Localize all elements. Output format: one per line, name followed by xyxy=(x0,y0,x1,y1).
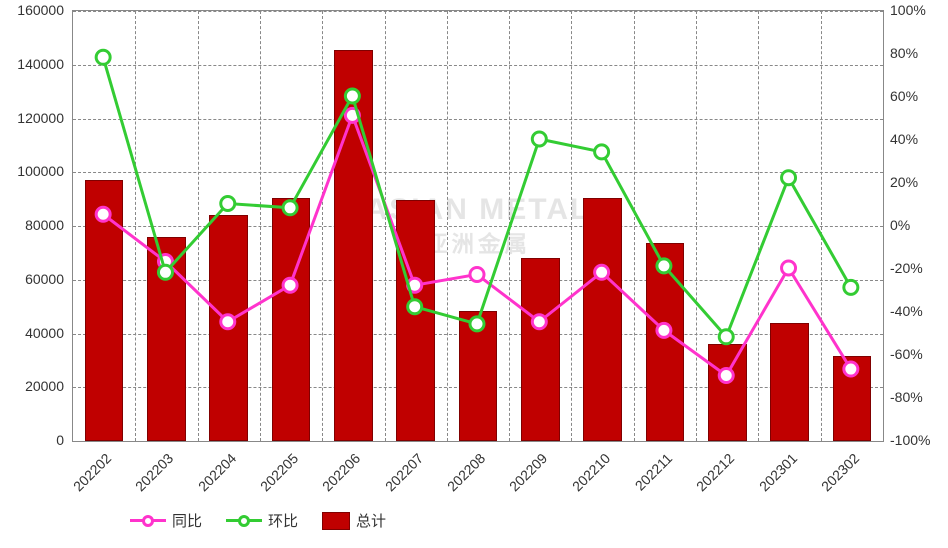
y-right-tick-label: -40% xyxy=(890,303,923,319)
y-left-tick-label: 40000 xyxy=(0,325,64,341)
y-left-tick-label: 140000 xyxy=(0,56,64,72)
grid-line-v xyxy=(696,11,697,441)
y-right-tick-label: -100% xyxy=(890,432,930,448)
grid-line-v xyxy=(571,11,572,441)
legend-item: 总计 xyxy=(322,510,386,531)
x-tick-label: 202210 xyxy=(569,450,613,494)
y-right-tick-label: 100% xyxy=(890,2,926,18)
legend-item: 同比 xyxy=(130,510,202,531)
bar xyxy=(646,243,685,441)
grid-line-v xyxy=(385,11,386,441)
legend-line-swatch xyxy=(130,519,166,522)
y-left-tick-label: 20000 xyxy=(0,378,64,394)
legend-rect-swatch xyxy=(322,512,350,530)
y-left-tick-label: 80000 xyxy=(0,217,64,233)
legend-label: 环比 xyxy=(268,510,298,531)
grid-line-h xyxy=(73,65,883,66)
grid-line-h xyxy=(73,11,883,12)
x-tick-label: 202204 xyxy=(195,450,239,494)
y-right-tick-label: -20% xyxy=(890,260,923,276)
grid-line-h xyxy=(73,172,883,173)
x-tick-label: 202202 xyxy=(70,450,114,494)
plot-area: ASIAN METAL 亚洲金属 xyxy=(72,10,884,442)
bar xyxy=(459,311,498,441)
y-right-tick-label: -80% xyxy=(890,389,923,405)
x-tick-label: 202208 xyxy=(444,450,488,494)
legend-label: 同比 xyxy=(172,510,202,531)
x-tick-label: 202207 xyxy=(382,450,426,494)
y-right-tick-label: 60% xyxy=(890,88,918,104)
grid-line-v xyxy=(198,11,199,441)
x-tick-label: 202209 xyxy=(506,450,550,494)
x-tick-label: 202205 xyxy=(257,450,301,494)
grid-line-v xyxy=(821,11,822,441)
y-left-tick-label: 60000 xyxy=(0,271,64,287)
x-tick-label: 202211 xyxy=(632,450,676,494)
legend-item: 环比 xyxy=(226,510,298,531)
bar xyxy=(708,344,747,441)
y-right-tick-label: 0% xyxy=(890,217,910,233)
legend-marker-icon xyxy=(142,515,154,527)
legend-line-swatch xyxy=(226,519,262,522)
grid-line-v xyxy=(634,11,635,441)
grid-line-v xyxy=(260,11,261,441)
y-left-tick-label: 0 xyxy=(0,432,64,448)
bar xyxy=(770,323,809,441)
y-right-tick-label: 40% xyxy=(890,131,918,147)
bar xyxy=(583,198,622,441)
legend-marker-icon xyxy=(238,515,250,527)
bar xyxy=(334,50,373,441)
y-left-tick-label: 100000 xyxy=(0,163,64,179)
grid-line-v xyxy=(322,11,323,441)
bar xyxy=(85,180,124,441)
y-right-tick-label: 80% xyxy=(890,45,918,61)
x-tick-label: 202302 xyxy=(818,450,862,494)
x-tick-label: 202212 xyxy=(693,450,737,494)
bar xyxy=(209,215,248,441)
y-left-tick-label: 160000 xyxy=(0,2,64,18)
grid-line-h xyxy=(73,119,883,120)
legend: 同比 环比 总计 xyxy=(130,510,386,531)
x-tick-label: 202206 xyxy=(319,450,363,494)
grid-line-h xyxy=(73,226,883,227)
bar xyxy=(147,237,186,441)
y-right-tick-label: 20% xyxy=(890,174,918,190)
legend-label: 总计 xyxy=(356,510,386,531)
x-tick-label: 202301 xyxy=(755,450,799,494)
grid-line-v xyxy=(758,11,759,441)
bar xyxy=(833,356,872,441)
bar xyxy=(272,198,311,441)
grid-line-h xyxy=(73,280,883,281)
grid-line-v xyxy=(509,11,510,441)
bar xyxy=(396,200,435,441)
y-right-tick-label: -60% xyxy=(890,346,923,362)
combo-chart: ASIAN METAL 亚洲金属 同比 环比 总计 0 20000 40000 60000… xyxy=(0,0,948,548)
grid-line-v xyxy=(447,11,448,441)
grid-line-v xyxy=(135,11,136,441)
x-tick-label: 202203 xyxy=(132,450,176,494)
y-left-tick-label: 120000 xyxy=(0,110,64,126)
bar xyxy=(521,258,560,441)
